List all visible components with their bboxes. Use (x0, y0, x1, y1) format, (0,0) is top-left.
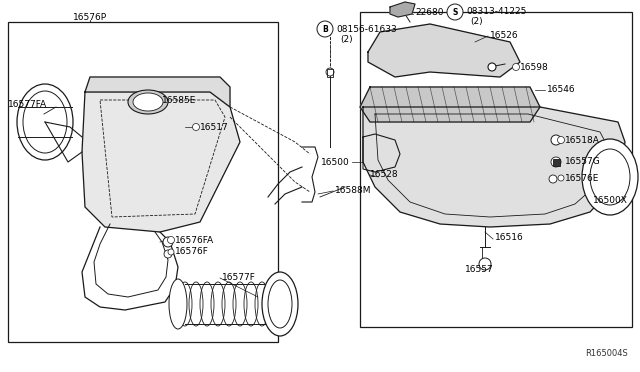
Polygon shape (82, 92, 240, 232)
Text: (2): (2) (470, 16, 483, 26)
Circle shape (551, 135, 561, 145)
Circle shape (326, 68, 334, 76)
Bar (553, 159, 560, 166)
Circle shape (557, 137, 564, 144)
Polygon shape (85, 77, 230, 107)
Text: 16517: 16517 (200, 122, 228, 131)
Text: 16526: 16526 (490, 31, 518, 39)
Bar (327, 69, 333, 77)
Polygon shape (368, 24, 520, 77)
Text: R165004S: R165004S (585, 350, 628, 359)
Ellipse shape (23, 91, 67, 153)
Ellipse shape (582, 139, 638, 215)
Text: 16557: 16557 (465, 266, 493, 275)
Circle shape (317, 21, 333, 37)
Bar (360, 12, 632, 327)
Text: 16500: 16500 (321, 157, 350, 167)
Text: (2): (2) (340, 35, 353, 44)
Polygon shape (363, 107, 625, 227)
Ellipse shape (262, 272, 298, 336)
Text: 16577F: 16577F (222, 273, 256, 282)
Circle shape (168, 237, 175, 244)
Text: 16576P: 16576P (73, 13, 107, 22)
Text: 16598: 16598 (520, 62, 548, 71)
Circle shape (488, 63, 496, 71)
Circle shape (193, 124, 200, 131)
Text: 16576FA: 16576FA (175, 235, 214, 244)
Text: S: S (452, 7, 458, 16)
Text: B: B (322, 25, 328, 33)
Text: 16588M: 16588M (335, 186, 371, 195)
Circle shape (447, 4, 463, 20)
Text: 22680: 22680 (415, 7, 444, 16)
Circle shape (513, 64, 520, 71)
Polygon shape (390, 2, 415, 17)
Text: 16516: 16516 (495, 232, 524, 241)
Text: 08156-61633: 08156-61633 (336, 25, 397, 33)
Ellipse shape (169, 279, 187, 329)
Text: 16576F: 16576F (175, 247, 209, 257)
Text: 16577FA: 16577FA (8, 99, 47, 109)
Text: 16528: 16528 (370, 170, 399, 179)
Text: 16557G: 16557G (565, 157, 601, 166)
Circle shape (163, 237, 173, 247)
Text: 16546: 16546 (547, 84, 575, 93)
Text: 16585E: 16585E (162, 96, 196, 105)
Text: 16518A: 16518A (565, 135, 600, 144)
Bar (8, 22, 278, 342)
Text: 16576E: 16576E (565, 173, 600, 183)
Circle shape (551, 157, 561, 167)
Text: 08313-41225: 08313-41225 (466, 6, 526, 16)
Circle shape (549, 175, 557, 183)
Circle shape (168, 249, 174, 255)
Polygon shape (360, 87, 540, 122)
Circle shape (479, 258, 491, 270)
Circle shape (558, 175, 564, 181)
Ellipse shape (128, 90, 168, 114)
Circle shape (164, 250, 172, 258)
Text: 16500X: 16500X (593, 196, 628, 205)
Ellipse shape (133, 93, 163, 111)
